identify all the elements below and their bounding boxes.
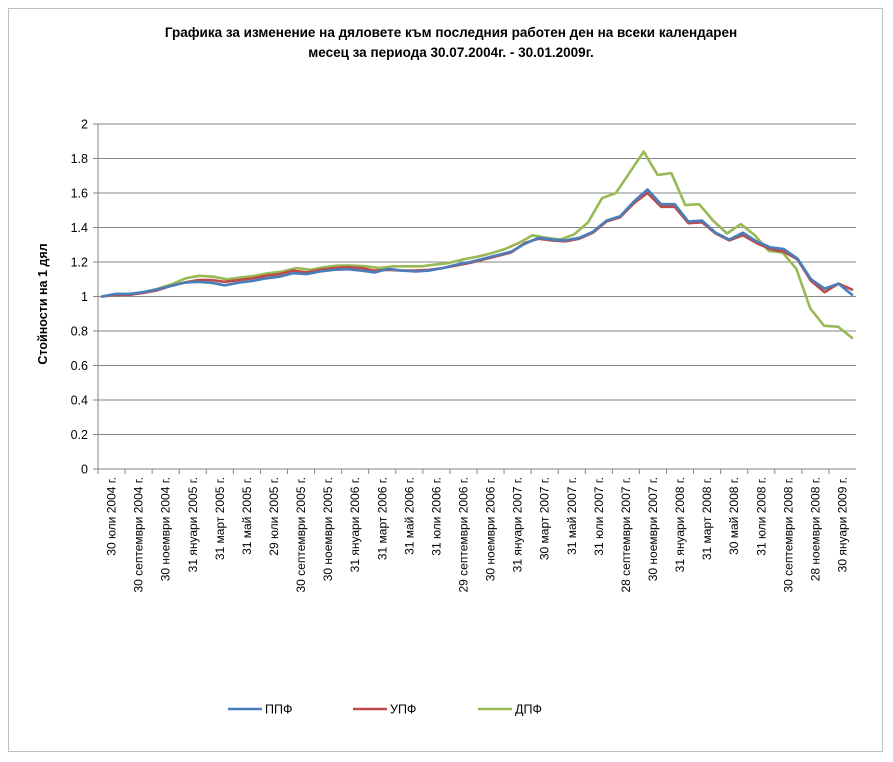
x-tick-label: 30 ноември 2007 г. — [646, 477, 660, 581]
y-tick-label: 0 — [81, 463, 88, 477]
line-chart: Графика за изменение на дяловете към пос… — [36, 25, 856, 717]
chart-title-line-2: месец за периода 30.07.2004г. - 30.01.20… — [308, 45, 593, 60]
y-tick-label: 0.4 — [71, 394, 88, 408]
x-tick-label: 29 юли 2005 г. — [267, 477, 281, 556]
x-tick-label: 31 юли 2006 г. — [429, 477, 443, 556]
series-line-1 — [100, 188, 854, 298]
x-tick-label: 30 януари 2009 г. — [835, 477, 849, 572]
x-tick-label: 31 януари 2005 г. — [186, 477, 200, 572]
legend-label: ДПФ — [515, 703, 542, 717]
x-tick-label: 30 юли 2004 г. — [105, 477, 119, 556]
y-tick-label: 0.8 — [71, 325, 88, 339]
y-tick-label: 1.6 — [71, 187, 88, 201]
axes — [97, 124, 856, 470]
chart-frame: Графика за изменение на дяловете към пос… — [8, 8, 883, 752]
x-tick-label: 31 март 2008 г. — [700, 477, 714, 560]
series-lines — [100, 150, 854, 340]
x-tick-label: 30 септември 2004 г. — [132, 477, 146, 593]
x-tick-label: 31 януари 2007 г. — [511, 477, 525, 572]
y-tick-label: 1.2 — [71, 256, 88, 270]
x-tick-label: 31 март 2006 г. — [375, 477, 389, 560]
x-tick-label: 28 септември 2007 г. — [619, 477, 633, 593]
legend: ППФ УПФ ДПФ — [228, 703, 542, 717]
series-line-3 — [100, 150, 854, 340]
x-tick-label: 30 ноември 2005 г. — [321, 477, 335, 581]
x-tick-label: 30 септември 2008 г. — [781, 477, 795, 593]
y-tick-label: 2 — [81, 118, 88, 132]
legend-label: УПФ — [390, 703, 416, 717]
x-tick-label: 29 септември 2006 г. — [456, 477, 470, 593]
x-tick-label: 31 юли 2008 г. — [754, 477, 768, 556]
x-tick-label: 31 май 2006 г. — [402, 477, 416, 555]
x-tick-label: 30 септември 2005 г. — [294, 477, 308, 593]
y-tick-label: 1.8 — [71, 152, 88, 166]
x-axis-ticks: 30 юли 2004 г. 30 септември 2004 г. 30 ное… — [97, 469, 849, 593]
chart-title-line-1: Графика за изменение на дяловете към пос… — [165, 25, 737, 40]
y-tick-label: 0.2 — [71, 428, 88, 442]
y-tick-label: 1 — [81, 290, 88, 304]
x-tick-label: 30 ноември 2004 г. — [159, 477, 173, 581]
x-tick-label: 31 май 2005 г. — [240, 477, 254, 555]
y-axis-ticks: 0 0.2 0.4 0.6 0.8 1 1.2 1.4 1.6 1.8 2 — [71, 118, 98, 477]
y-tick-label: 0.6 — [71, 359, 88, 373]
y-tick-label: 1.4 — [71, 221, 88, 235]
x-tick-label: 30 ноември 2006 г. — [484, 477, 498, 581]
x-tick-label: 30 май 2008 г. — [727, 477, 741, 555]
x-tick-label: 31 май 2007 г. — [565, 477, 579, 555]
x-tick-label: 30 март 2007 г. — [538, 477, 552, 560]
legend-label: ППФ — [265, 703, 292, 717]
x-tick-label: 28 ноември 2008 г. — [808, 477, 822, 581]
series-line-2 — [100, 191, 854, 298]
x-tick-label: 31 март 2005 г. — [213, 477, 227, 560]
y-axis-label: Стойности на 1 дял — [36, 243, 50, 364]
x-tick-label: 31 юли 2007 г. — [592, 477, 606, 556]
x-tick-label: 31 януари 2006 г. — [348, 477, 362, 572]
x-tick-label: 31 януари 2008 г. — [673, 477, 687, 572]
gridlines — [98, 123, 856, 470]
